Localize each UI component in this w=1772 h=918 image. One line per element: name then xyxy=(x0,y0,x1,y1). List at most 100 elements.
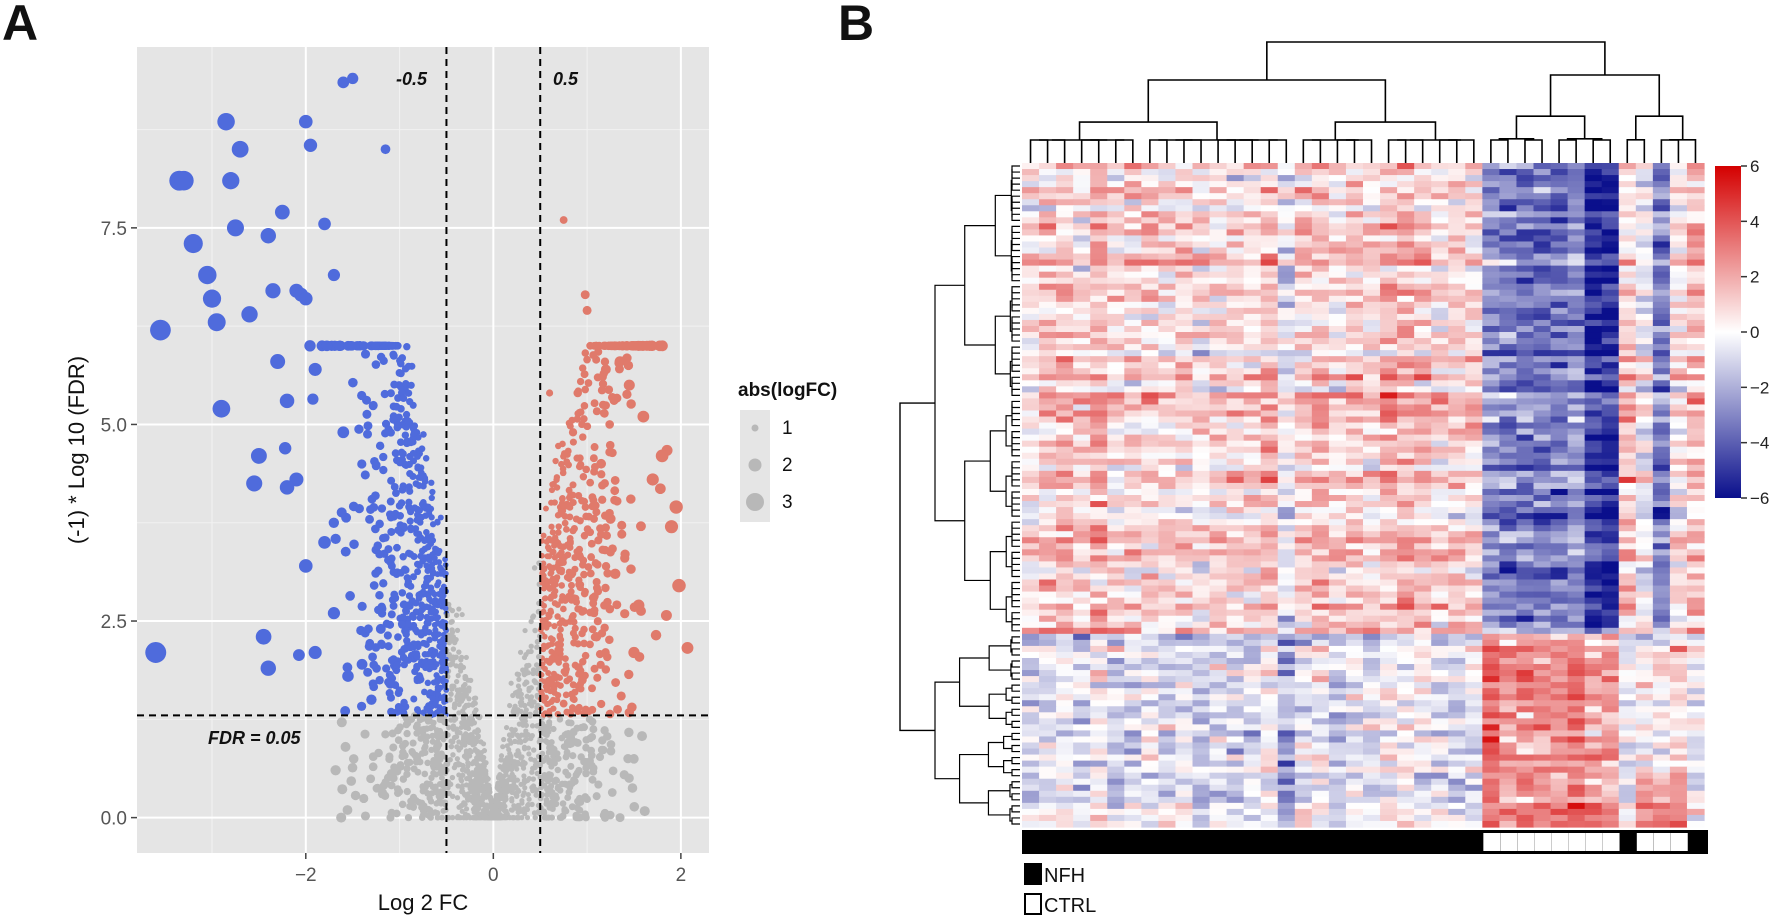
heatmap-cell xyxy=(1482,440,1500,448)
heatmap-cell xyxy=(1107,265,1125,273)
heatmap-cell xyxy=(1158,277,1177,285)
heatmap-cell xyxy=(1158,344,1177,351)
volcano-point xyxy=(534,644,540,650)
heatmap-cell xyxy=(1669,386,1688,393)
heatmap-cell xyxy=(1345,380,1364,387)
volcano-point xyxy=(605,420,614,429)
heatmap-cell xyxy=(1141,362,1159,369)
heatmap-cell xyxy=(1533,307,1552,315)
heatmap-cell xyxy=(1635,434,1654,442)
volcano-point xyxy=(403,758,412,767)
heatmap-cell xyxy=(1567,464,1586,472)
heatmap-cell xyxy=(1175,446,1194,454)
volcano-point xyxy=(448,691,454,697)
heatmap-cell xyxy=(1584,313,1603,321)
heatmap-cell xyxy=(1516,259,1535,267)
heatmap-cell xyxy=(1465,380,1483,387)
heatmap-cell xyxy=(1448,205,1466,212)
heatmap-cell xyxy=(1550,452,1569,460)
volcano-point xyxy=(402,410,411,419)
heatmap-cell xyxy=(1414,271,1432,279)
heatmap-cell xyxy=(1431,217,1449,224)
heatmap-cell xyxy=(1635,229,1654,237)
heatmap-cell xyxy=(1141,404,1159,412)
heatmap-cell xyxy=(1056,464,1074,472)
heatmap-cell xyxy=(1022,229,1040,237)
heatmap-cell xyxy=(1567,259,1586,267)
heatmap-cell xyxy=(1175,163,1194,170)
volcano-point xyxy=(392,402,401,411)
volcano-point xyxy=(521,670,527,676)
volcano-point xyxy=(584,379,593,387)
heatmap-cell xyxy=(1311,295,1330,303)
heatmap-cell xyxy=(1516,241,1535,249)
heatmap-cell xyxy=(1175,205,1194,212)
heatmap-cell xyxy=(1192,476,1211,484)
heatmap-cell xyxy=(1345,253,1364,261)
volcano-point xyxy=(518,691,524,697)
volcano-point xyxy=(387,610,396,619)
heatmap-cell xyxy=(1124,259,1142,267)
heatmap-cell xyxy=(1294,368,1313,375)
heatmap-cell xyxy=(1499,175,1518,182)
heatmap-cell xyxy=(1499,205,1518,212)
heatmap-cell xyxy=(1294,428,1313,436)
heatmap-cell xyxy=(1260,199,1279,206)
volcano-point xyxy=(624,727,634,738)
heatmap-cell xyxy=(1448,199,1466,206)
heatmap-cell xyxy=(1516,229,1535,237)
heatmap-cell xyxy=(1618,181,1637,188)
volcano-point xyxy=(551,622,558,630)
heatmap-cell xyxy=(1550,380,1569,387)
heatmap-cell xyxy=(1277,199,1296,206)
heatmap-cell xyxy=(1414,205,1432,212)
volcano-point xyxy=(476,785,483,792)
volcano-point-up xyxy=(646,473,659,486)
heatmap-cell xyxy=(1482,464,1500,472)
volcano-point-down xyxy=(274,204,290,220)
heatmap-cell xyxy=(1124,223,1142,230)
heatmap-cell xyxy=(1158,410,1177,418)
heatmap-cell xyxy=(1073,247,1091,255)
heatmap-cell xyxy=(1601,211,1620,218)
heatmap-cell xyxy=(1380,223,1398,230)
heatmap-cell xyxy=(1482,362,1500,369)
heatmap-cell xyxy=(1482,368,1500,375)
heatmap-cell xyxy=(1209,452,1228,460)
heatmap-cell xyxy=(1243,187,1262,194)
heatmap-cell xyxy=(1107,235,1125,243)
heatmap-cell xyxy=(1345,325,1364,333)
volcano-point xyxy=(590,606,599,615)
heatmap-cell xyxy=(1158,428,1177,436)
heatmap-cell xyxy=(1618,247,1637,255)
heatmap-cell xyxy=(1328,350,1347,357)
heatmap-cell xyxy=(1652,199,1671,206)
heatmap-cell xyxy=(1192,404,1211,412)
heatmap-cell xyxy=(1618,217,1637,224)
volcano-point xyxy=(422,738,430,745)
volcano-point xyxy=(448,619,454,625)
heatmap-cell xyxy=(1039,181,1057,188)
heatmap-cell xyxy=(1550,235,1569,243)
heatmap-cell xyxy=(1601,229,1620,237)
heatmap-cell xyxy=(1397,440,1415,448)
volcano-point xyxy=(600,545,610,555)
heatmap-cell xyxy=(1039,259,1057,267)
heatmap-cell xyxy=(1175,277,1194,285)
volcano-point xyxy=(460,772,466,778)
heatmap-cell xyxy=(1039,362,1057,369)
volcano-point xyxy=(559,800,567,807)
volcano-point xyxy=(481,808,488,814)
heatmap-cell xyxy=(1192,458,1211,466)
heatmap-cell xyxy=(1686,241,1705,249)
heatmap-cell xyxy=(1107,229,1125,237)
volcano-point xyxy=(515,683,522,689)
heatmap-cell xyxy=(1567,301,1586,309)
heatmap-cell xyxy=(1277,319,1296,327)
volcano-point xyxy=(508,680,514,686)
heatmap-cell xyxy=(1243,193,1262,200)
heatmap-cell xyxy=(1533,187,1552,194)
heatmap-cell xyxy=(1584,350,1603,357)
heatmap-cell xyxy=(1243,428,1262,436)
heatmap-cell xyxy=(1499,241,1518,249)
